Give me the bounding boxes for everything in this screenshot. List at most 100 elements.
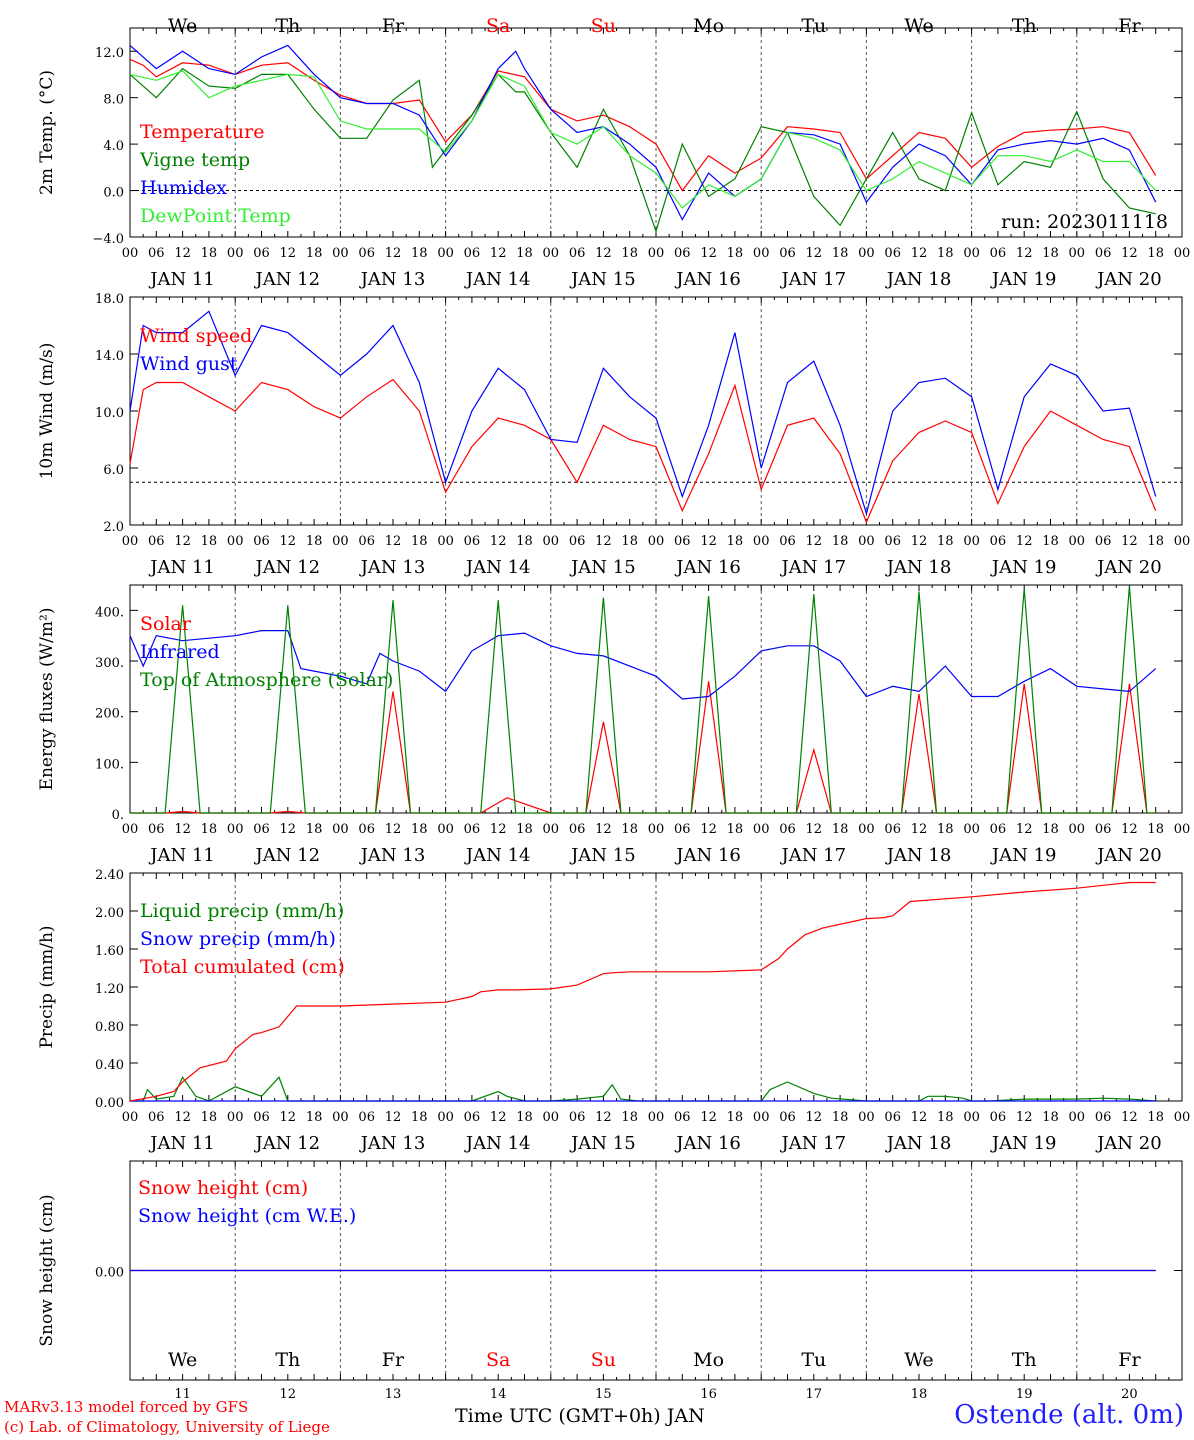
hour-tick-label: 18 <box>937 534 954 549</box>
hour-tick-label: 06 <box>464 246 481 261</box>
legend-entry: Total cumulated (cm) <box>140 956 345 978</box>
hour-tick-label: 00 <box>122 534 139 549</box>
hour-tick-label: 00 <box>963 534 980 549</box>
hour-tick-label: 06 <box>569 534 586 549</box>
day-name-bottom: Su <box>591 1349 616 1371</box>
hour-tick-label: 00 <box>1069 246 1086 261</box>
hour-tick-label: 06 <box>1095 534 1112 549</box>
hour-tick-label: 00 <box>858 1110 875 1125</box>
date-label: JAN 11 <box>148 557 215 578</box>
hour-tick-label: 12 <box>1121 1110 1138 1125</box>
hour-tick-label: 00 <box>227 246 244 261</box>
hour-tick-label: 06 <box>884 534 901 549</box>
hour-tick-label: 00 <box>1069 822 1086 837</box>
hour-tick-label: 18 <box>1042 822 1059 837</box>
day-name-top: Su <box>591 15 616 37</box>
hour-tick-label: 06 <box>148 822 165 837</box>
y-tick-label: 2.0 <box>103 520 124 535</box>
hour-tick-label: 00 <box>332 822 349 837</box>
hour-tick-label: 06 <box>1095 822 1112 837</box>
hour-tick-label: 18 <box>832 534 849 549</box>
hour-tick-label: 06 <box>358 1110 375 1125</box>
series-line-vigne-temp <box>129 67 1156 234</box>
panel-2 <box>129 296 1183 526</box>
hour-tick-label: 06 <box>253 246 270 261</box>
hour-tick-label: 12 <box>174 822 191 837</box>
hour-tick-label: 00 <box>122 1110 139 1125</box>
hour-tick-label: 18 <box>306 534 323 549</box>
hour-tick-label: 12 <box>806 822 823 837</box>
date-label: JAN 17 <box>780 845 847 866</box>
hour-tick-label: 18 <box>727 534 744 549</box>
y-tick-label: 0. <box>112 808 124 823</box>
hour-tick-label: 18 <box>516 534 533 549</box>
hour-tick-label: 18 <box>516 1110 533 1125</box>
hour-tick-label: 00 <box>648 822 665 837</box>
hour-tick-label: 06 <box>358 534 375 549</box>
hour-tick-label: 00 <box>753 822 770 837</box>
hour-tick-label: 06 <box>569 1110 586 1125</box>
y-tick-label: 200. <box>95 707 124 722</box>
series-line-infrared <box>129 629 1157 700</box>
hour-tick-label: 06 <box>148 1110 165 1125</box>
hour-tick-label: 06 <box>253 534 270 549</box>
hour-tick-label: 12 <box>911 246 928 261</box>
day-name-bottom: Mo <box>693 1349 724 1371</box>
hour-tick-label: 06 <box>779 534 796 549</box>
series-line-dewpoint-temp <box>129 70 1157 209</box>
hour-tick-label: 18 <box>832 822 849 837</box>
date-label: JAN 20 <box>1095 269 1162 290</box>
hour-tick-label: 06 <box>148 534 165 549</box>
hour-tick-label: 06 <box>779 822 796 837</box>
hour-tick-label: 00 <box>543 534 560 549</box>
day-number-label: 18 <box>911 1387 928 1402</box>
date-label: JAN 18 <box>885 845 952 866</box>
series-line-wind-speed <box>129 378 1157 524</box>
hour-tick-label: 06 <box>464 822 481 837</box>
date-label: JAN 15 <box>569 1133 636 1154</box>
hour-tick-label: 18 <box>516 246 533 261</box>
hour-tick-label: 06 <box>779 246 796 261</box>
hour-tick-label: 00 <box>963 1110 980 1125</box>
series-line-total-cumulated-cm- <box>129 881 1156 1102</box>
y-tick-label: 2.00 <box>95 906 124 921</box>
y-axis-title: 2m Temp. (°C) <box>37 70 57 195</box>
hour-tick-label: 18 <box>832 246 849 261</box>
hour-tick-label: 18 <box>411 1110 428 1125</box>
series-line-top-of-atmosphere-solar- <box>130 585 1156 814</box>
hour-tick-label: 06 <box>148 246 165 261</box>
hour-tick-label: 06 <box>779 1110 796 1125</box>
hour-tick-label: 00 <box>543 1110 560 1125</box>
hour-tick-label: 12 <box>700 822 717 837</box>
run-label: run: 2023011118 <box>1001 211 1168 233</box>
hour-tick-label: 18 <box>516 822 533 837</box>
hour-tick-label: 00 <box>1069 1110 1086 1125</box>
y-tick-label: 400. <box>95 605 124 620</box>
hour-tick-label: 06 <box>674 822 691 837</box>
date-label: JAN 16 <box>674 845 741 866</box>
y-axis-title: Precip (mm/h) <box>37 925 57 1048</box>
hour-tick-label: 00 <box>858 822 875 837</box>
date-label: JAN 13 <box>359 557 426 578</box>
y-tick-label: 14.0 <box>95 349 124 364</box>
hour-tick-label: 00 <box>543 246 560 261</box>
date-label: JAN 12 <box>254 269 321 290</box>
day-name-top: Mo <box>693 15 724 37</box>
y-tick-label: 0.80 <box>95 1020 124 1035</box>
hour-tick-label: 12 <box>1121 534 1138 549</box>
hour-tick-label: 12 <box>280 246 297 261</box>
hour-tick-label: 12 <box>385 246 402 261</box>
hour-tick-label: 12 <box>595 1110 612 1125</box>
x-axis-title: Time UTC (GMT+0h) JAN <box>455 1405 705 1427</box>
legend-entry: Wind speed <box>140 325 252 347</box>
legend-entry: Top of Atmosphere (Solar) <box>140 669 393 691</box>
hour-tick-label: 06 <box>674 246 691 261</box>
y-tick-label: 4.0 <box>103 139 124 154</box>
day-name-bottom: Th <box>275 1349 300 1371</box>
y-tick-label: 2.40 <box>95 868 124 883</box>
date-label: JAN 11 <box>148 269 215 290</box>
hour-tick-label: 12 <box>490 1110 507 1125</box>
day-number-label: 13 <box>385 1387 402 1402</box>
hour-tick-label: 00 <box>753 246 770 261</box>
